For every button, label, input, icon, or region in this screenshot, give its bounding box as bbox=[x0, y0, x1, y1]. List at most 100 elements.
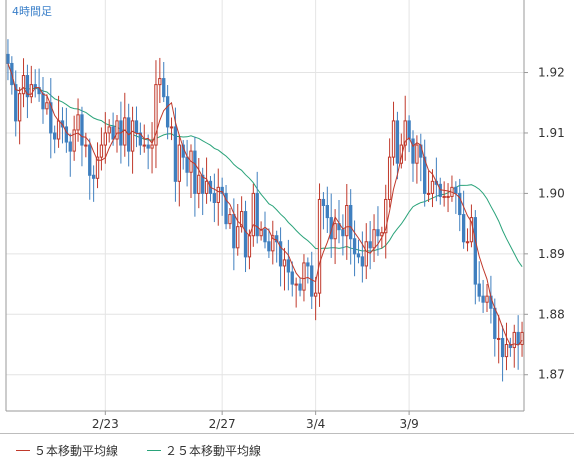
candle-body bbox=[204, 180, 209, 194]
candle-body bbox=[68, 141, 72, 152]
candle-body bbox=[91, 174, 96, 179]
candle-body bbox=[6, 53, 10, 64]
legend-swatch-ma5 bbox=[16, 450, 30, 451]
candle-body bbox=[193, 150, 197, 194]
candle-body bbox=[138, 132, 143, 146]
candle-body bbox=[512, 331, 516, 349]
candle-body bbox=[360, 256, 365, 267]
candle-body bbox=[56, 120, 61, 140]
candle-body bbox=[49, 102, 53, 134]
candle-body bbox=[53, 132, 57, 140]
candle-body bbox=[454, 186, 458, 194]
candle-body bbox=[158, 78, 162, 86]
candle-body bbox=[306, 262, 310, 267]
x-tick-label: 2/23 bbox=[92, 417, 119, 431]
candle-body bbox=[384, 198, 388, 234]
candle-body bbox=[216, 186, 220, 203]
legend-item-ma25: ２５本移動平均線 bbox=[147, 442, 261, 459]
candle-body bbox=[239, 211, 244, 228]
candle-body bbox=[302, 262, 306, 291]
candle-body bbox=[95, 156, 100, 179]
candle-body bbox=[333, 223, 337, 240]
candle-body bbox=[341, 229, 345, 237]
candle-body bbox=[458, 192, 462, 216]
candle-body bbox=[150, 144, 154, 149]
candle-body bbox=[14, 84, 18, 122]
period-label: 4時間足 bbox=[12, 5, 52, 18]
candle-body bbox=[84, 144, 88, 147]
candle-body bbox=[255, 192, 259, 237]
candle-body bbox=[465, 241, 470, 244]
candle-body bbox=[29, 84, 33, 98]
candle-body bbox=[271, 235, 275, 252]
candle-body bbox=[154, 84, 158, 146]
candle-body bbox=[99, 144, 104, 158]
candle-body bbox=[313, 292, 318, 297]
x-tick-label: 3/9 bbox=[399, 417, 418, 431]
candle-body bbox=[64, 126, 69, 143]
candle-body bbox=[368, 241, 372, 249]
candle-body bbox=[247, 235, 252, 258]
candle-body bbox=[286, 259, 291, 273]
x-tick-label: 2/27 bbox=[209, 417, 236, 431]
candle-body bbox=[321, 198, 326, 207]
candle-body bbox=[173, 126, 178, 182]
candle-body bbox=[142, 144, 146, 147]
y-tick-label: 1.92 bbox=[538, 66, 565, 80]
y-tick-label: 1.87 bbox=[538, 368, 565, 382]
candle-body bbox=[111, 126, 115, 140]
candle-body bbox=[473, 217, 477, 285]
candle-body bbox=[130, 120, 135, 152]
candle-body bbox=[185, 156, 189, 173]
candle-body bbox=[387, 156, 392, 200]
candle-body bbox=[103, 132, 107, 146]
candle-body bbox=[294, 283, 298, 286]
candle-body bbox=[220, 186, 224, 194]
ma5-path bbox=[7, 63, 523, 346]
candle-body bbox=[201, 174, 205, 194]
ma5-line bbox=[7, 63, 523, 346]
candle-body bbox=[162, 78, 166, 98]
candle-body bbox=[310, 265, 314, 297]
candle-body bbox=[134, 120, 139, 134]
candle-body bbox=[169, 126, 174, 129]
candle-body bbox=[516, 331, 520, 346]
candle-body bbox=[352, 238, 357, 255]
candle-body bbox=[177, 144, 181, 182]
candle-body bbox=[224, 192, 228, 225]
legend-swatch-ma25 bbox=[147, 450, 161, 451]
candle-body bbox=[290, 271, 294, 285]
candle-body bbox=[504, 344, 509, 358]
candle-body bbox=[41, 93, 45, 110]
candle-body bbox=[497, 337, 501, 340]
candle-body bbox=[349, 205, 353, 240]
candle-body bbox=[407, 120, 411, 140]
candle-body bbox=[415, 144, 419, 164]
candle-body bbox=[364, 241, 368, 267]
candle-body bbox=[345, 205, 349, 237]
candle-body bbox=[45, 102, 49, 110]
y-axis-ticks: 1.87 1.88 1.89 1.90 1.91 1.92 bbox=[524, 66, 565, 382]
x-tick-label: 3/4 bbox=[306, 417, 325, 431]
candle-body bbox=[426, 192, 431, 195]
candle-body bbox=[278, 241, 283, 267]
candle-body bbox=[236, 226, 240, 249]
candle-body bbox=[115, 120, 119, 140]
candle-body bbox=[520, 331, 524, 346]
candle-body bbox=[275, 235, 279, 243]
candle-body bbox=[212, 192, 217, 203]
candle-body bbox=[21, 75, 26, 95]
candle-body bbox=[107, 126, 111, 134]
candle-body bbox=[356, 253, 361, 258]
candle-body bbox=[298, 283, 302, 291]
grid bbox=[6, 0, 524, 411]
x-axis-ticks: 2/23 2/27 3/4 3/9 bbox=[92, 411, 419, 431]
candle-body bbox=[25, 75, 30, 98]
candle-body bbox=[232, 214, 236, 249]
y-tick-label: 1.90 bbox=[538, 186, 565, 200]
candle-body bbox=[372, 229, 376, 249]
candle-body bbox=[317, 198, 322, 294]
legend: ５本移動平均線 ２５本移動平均線 bbox=[0, 433, 574, 463]
